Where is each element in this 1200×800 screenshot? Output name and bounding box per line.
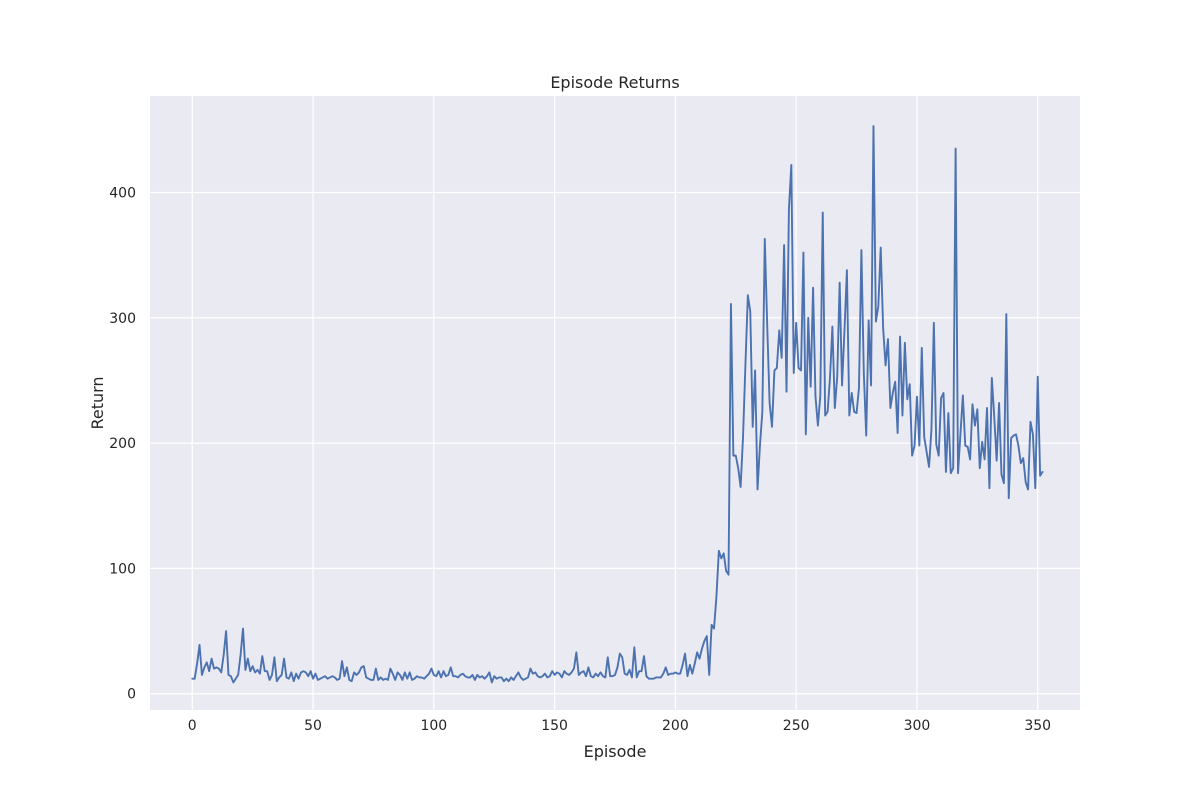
y-tick-label: 400	[109, 185, 136, 201]
x-tick-label: 200	[662, 718, 689, 734]
x-tick-label: 50	[304, 718, 322, 734]
x-tick-label: 300	[904, 718, 931, 734]
y-axis-label: Return	[88, 376, 107, 429]
chart-title: Episode Returns	[550, 73, 679, 92]
series-line	[191, 125, 1044, 684]
x-axis-label: Episode	[584, 742, 647, 761]
y-tick-label: 0	[127, 687, 136, 703]
x-tick-label: 100	[420, 718, 447, 734]
x-tick-label: 350	[1024, 718, 1051, 734]
y-tick-label: 200	[109, 436, 136, 452]
plot-area	[150, 96, 1080, 710]
series-layer	[191, 125, 1044, 684]
x-tick-label: 0	[188, 718, 197, 734]
x-axis-ticks: 0 50 100 150 200 250 300 350	[188, 718, 1051, 734]
y-tick-label: 300	[109, 311, 136, 327]
y-axis-ticks: 0 100 200 300 400	[109, 185, 136, 702]
x-tick-label: 250	[783, 718, 810, 734]
x-tick-label: 150	[541, 718, 568, 734]
y-tick-label: 100	[109, 561, 136, 577]
